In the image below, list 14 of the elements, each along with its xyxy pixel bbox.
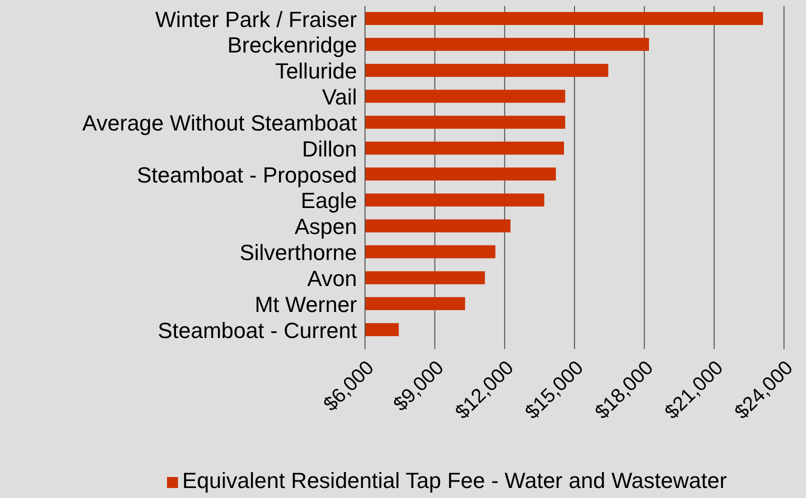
y-tick-label: Mt Werner [254,292,357,317]
y-tick-label: Telluride [275,58,357,84]
y-tick-label: Vail [322,84,357,110]
y-tick-label: Average Without Steamboat [82,110,357,136]
y-tick-label: Eagle [300,188,357,214]
y-tick-label: Steamboat - Current [158,318,357,343]
y-tick-label: Dillon [302,136,357,162]
y-tick-label: Avon [307,266,357,291]
y-tick-label: Breckenridge [227,32,357,58]
y-tick-label: Silverthorne [240,240,357,266]
y-tick-label: Aspen [294,214,357,240]
legend-label: Equivalent Residential Tap Fee - Water and Wastewater [182,468,727,493]
y-tick-label: Winter Park / Fraiser [155,6,357,32]
y-tick-label: Steamboat - Proposed [136,162,357,188]
